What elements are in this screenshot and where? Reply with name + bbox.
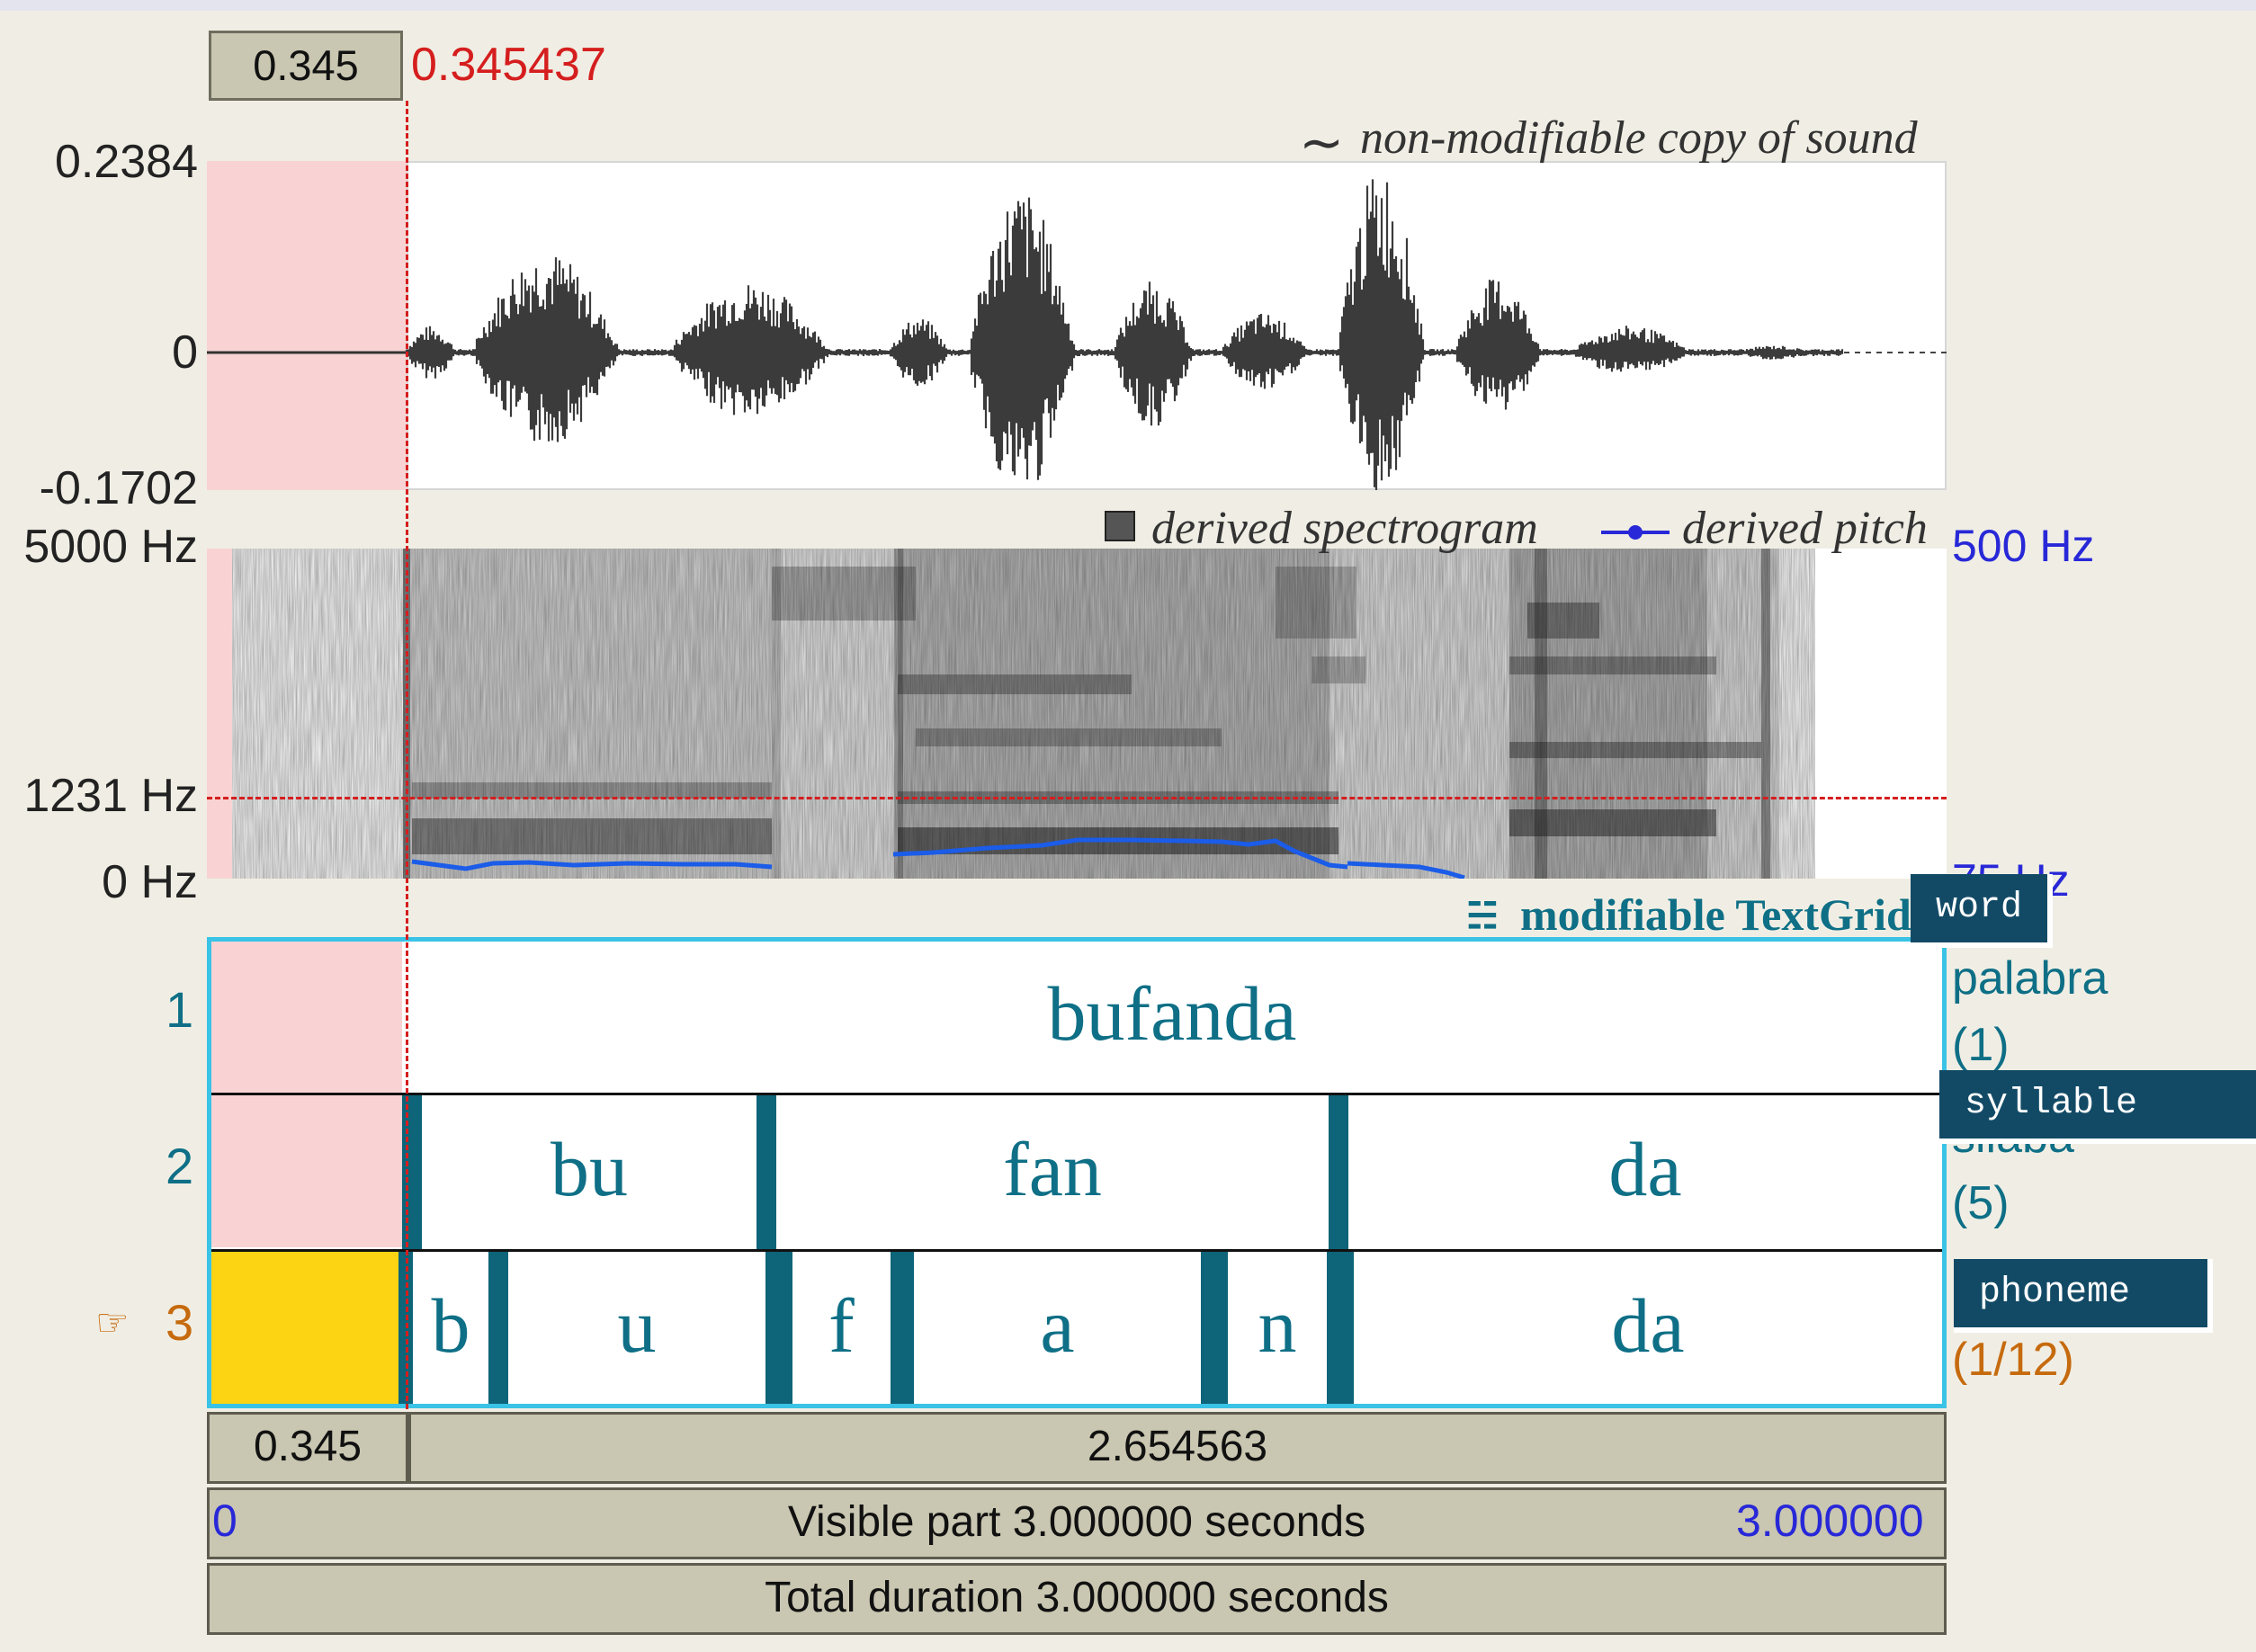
spectrogram-segment: [403, 549, 781, 879]
spectrogram-annotation: derived spectrogram: [1151, 503, 1538, 554]
spectrogram-segment: [772, 549, 898, 879]
time-cursor-line[interactable]: [406, 101, 408, 1409]
tier-1-count: (1): [1952, 1019, 2010, 1071]
textgrid-icon: ☵: [1466, 897, 1499, 936]
formant-band: [772, 567, 916, 621]
spectrogram-segment: [898, 549, 1329, 879]
spectrogram-freq-min: 0 Hz: [102, 856, 198, 908]
spectrogram-freq-max: 5000 Hz: [23, 521, 198, 573]
right-segment-bar[interactable]: 2.654563: [408, 1412, 1947, 1484]
pitch-max-label: 500 Hz: [1952, 521, 2095, 571]
waveform-svg: [207, 179, 1947, 490]
tier-2-interval-label: da: [1608, 1126, 1682, 1212]
tier-2-interval-label: bu: [551, 1126, 628, 1212]
tier-2-interval[interactable]: da: [1348, 1095, 1942, 1249]
tier-3-count: (1/12): [1952, 1334, 2074, 1386]
spectrogram-bands: [403, 549, 1779, 879]
formant-band: [412, 818, 772, 854]
tier-3-boundary[interactable]: [1327, 1252, 1354, 1404]
burst-line: [894, 549, 903, 879]
formant-band: [1509, 742, 1761, 758]
tier-3-interval-label: u: [617, 1282, 657, 1369]
spectrogram-segment: [1707, 549, 1779, 879]
waveform-y-zero: 0: [172, 326, 198, 379]
tier-3-interval-label: n: [1258, 1282, 1297, 1369]
total-duration-label: Total duration 3.000000 seconds: [765, 1574, 1389, 1621]
tier-2-number[interactable]: 2: [166, 1138, 194, 1194]
tier-1-name: palabra: [1952, 952, 2108, 1005]
pitch-line-icon: [1601, 525, 1670, 540]
spectrogram-segment: [1329, 549, 1509, 879]
formant-band: [1312, 656, 1365, 683]
tier-2-boundary[interactable]: [756, 1095, 776, 1249]
waveform-annotation: non-modifiable copy of sound: [1360, 112, 1918, 164]
pitch-contour: [411, 859, 773, 871]
tier-3-interval[interactable]: n: [1228, 1252, 1327, 1404]
textgrid-annotation: modifiable TextGrid: [1520, 889, 1911, 940]
formant-band: [916, 728, 1222, 746]
waveform-trace: [405, 179, 1844, 490]
cursor-time-precise: 0.345437: [411, 39, 606, 91]
spectrogram-freq-cursor: 1231 Hz: [23, 770, 198, 822]
tier-1-number[interactable]: 1: [166, 981, 194, 1038]
waveform-y-max: 0.2384: [54, 136, 198, 188]
tier-3-interval[interactable]: a: [914, 1252, 1201, 1404]
tier-1-name-tooltip: word: [1911, 874, 2054, 948]
formant-band: [1276, 567, 1356, 638]
burst-line: [1535, 549, 1547, 879]
visible-part-label: Visible part 3.000000 seconds: [787, 1498, 1366, 1546]
visible-part-bar[interactable]: Visible part 3.000000 seconds: [207, 1487, 1947, 1559]
tier-3-interval[interactable]: da: [1354, 1252, 1942, 1404]
tier-3-number[interactable]: 3: [166, 1294, 194, 1351]
tier-separator-2: [211, 1249, 1942, 1252]
waveform-selection-shading: [207, 161, 407, 490]
tier-2-count: (5): [1952, 1177, 2010, 1229]
tier-3-name-tooltip: phoneme: [1954, 1259, 2213, 1333]
frequency-cursor-line: [207, 797, 1947, 799]
tier-3-boundary[interactable]: [891, 1252, 914, 1404]
visible-start-time: 0: [212, 1496, 237, 1546]
tier-3-boundary[interactable]: [1201, 1252, 1228, 1404]
cursor-time-box[interactable]: 0.345: [209, 31, 403, 101]
tier-2-interval[interactable]: bu: [422, 1095, 756, 1249]
spectrogram-selection-shading: [207, 549, 232, 879]
tier-2-interval-label: fan: [1003, 1126, 1102, 1212]
spectrogram-icon: [1105, 511, 1135, 541]
window-top-edge: [0, 0, 2256, 11]
tier-2-boundary[interactable]: [1329, 1095, 1348, 1249]
tier-1-interval[interactable]: bufanda: [402, 942, 1942, 1093]
sound-waveform: [405, 179, 1844, 490]
total-duration-bar[interactable]: Total duration 3.000000 seconds: [207, 1563, 1947, 1635]
pointing-hand-icon: ☞: [95, 1301, 130, 1344]
left-segment-bar[interactable]: 0.345: [207, 1412, 408, 1484]
formant-band: [1509, 656, 1716, 674]
visible-end-time: 3.000000: [1736, 1496, 1924, 1546]
formant-band: [1527, 603, 1599, 638]
tier-2-name-tooltip: syllable: [1939, 1070, 2256, 1144]
tier-1-interval-label: bufanda: [1047, 970, 1297, 1057]
tier-3-interval-label: da: [1611, 1282, 1685, 1369]
tier-3-interval-label: b: [431, 1282, 470, 1369]
tier-3-interval-label: a: [1040, 1282, 1075, 1369]
tier-3-interval[interactable]: b: [413, 1252, 488, 1404]
tier-separator-1: [211, 1093, 1942, 1095]
tier-3-interval[interactable]: f: [792, 1252, 891, 1404]
formant-band: [1509, 809, 1716, 836]
pitch-contour-3: [1347, 861, 1465, 879]
tier-3-selected-interval[interactable]: [211, 1252, 398, 1404]
tilde-icon: ∼: [1299, 112, 1345, 173]
formant-band: [412, 782, 772, 799]
pitch-annotation: derived pitch: [1682, 503, 1928, 554]
tier-3-boundary[interactable]: [765, 1252, 792, 1404]
pitch-contour-2: [892, 837, 1348, 870]
tier-3-interval-label: f: [828, 1282, 855, 1369]
formant-band: [898, 674, 1132, 694]
tier-3-interval[interactable]: u: [508, 1252, 765, 1404]
tier-3-boundary[interactable]: [488, 1252, 508, 1404]
spectrogram-svg: [232, 549, 1815, 879]
tier-2-interval[interactable]: fan: [776, 1095, 1329, 1249]
burst-line: [1761, 549, 1770, 879]
waveform-y-min: -0.1702: [39, 462, 198, 514]
